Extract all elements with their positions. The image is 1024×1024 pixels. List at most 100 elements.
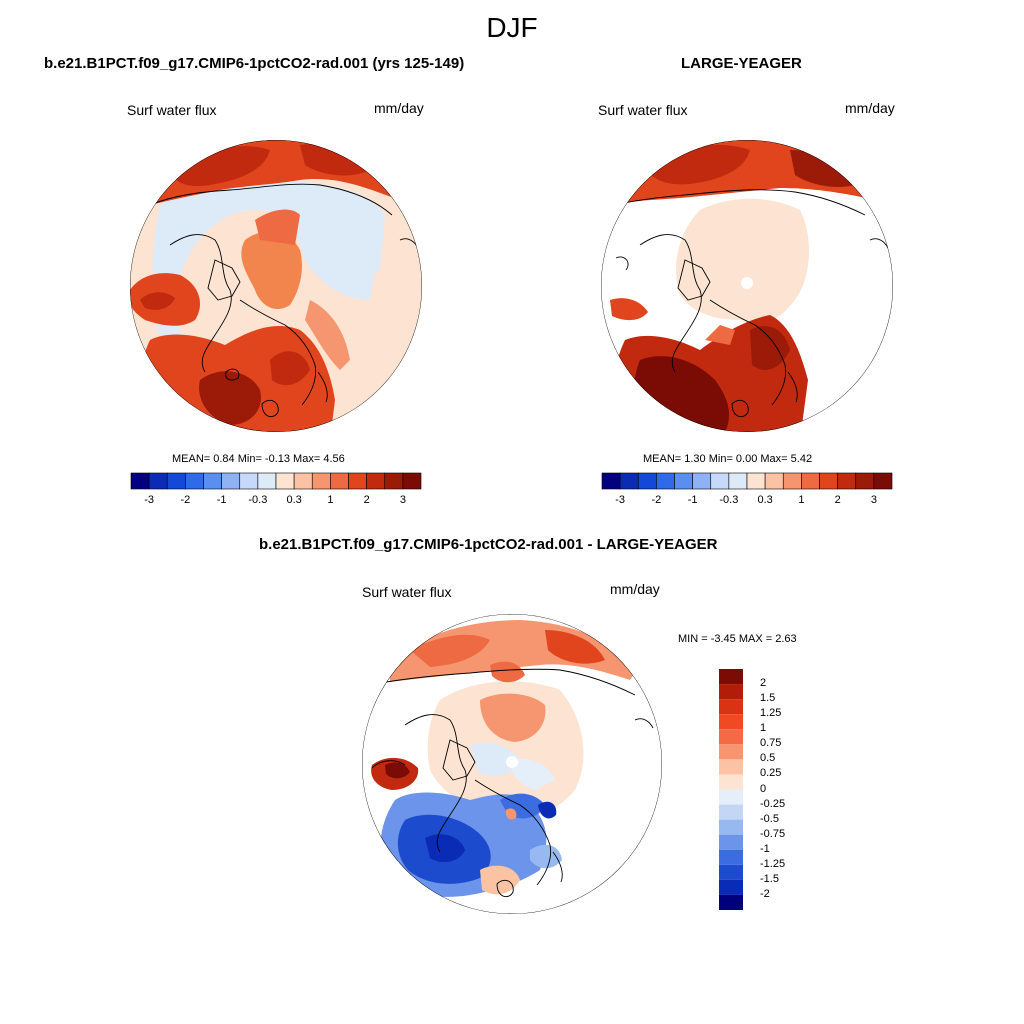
colorbar-box: [719, 879, 743, 895]
colorbar-box: [330, 472, 349, 490]
colorbar-box: [719, 894, 743, 910]
map2: [601, 140, 893, 432]
colorbar-box: [384, 472, 404, 490]
panel1-units: mm/day: [374, 100, 424, 116]
panel2-subtitle: Surf water flux: [598, 102, 688, 118]
colorbar-box: [601, 472, 621, 490]
colorbar-tick-label: -0.75: [760, 827, 786, 840]
colorbar-tick-label: -2: [651, 494, 662, 506]
colorbar-tick-label: 0.5: [760, 752, 776, 765]
colorbar-tick-label: 0.3: [757, 494, 773, 506]
colorbar-box: [728, 472, 748, 490]
colorbar-box: [719, 774, 743, 790]
colorbar-box: [719, 864, 743, 880]
colorbar-box: [719, 834, 743, 850]
colorbar-box: [148, 472, 168, 490]
map3: [362, 614, 662, 914]
colorbar-tick-label: -1: [216, 494, 227, 506]
colorbar-tick-label: 0: [760, 782, 767, 795]
colorbar-tick-label: -1: [687, 494, 698, 506]
colorbar-box: [719, 759, 743, 775]
panel2-units: mm/day: [845, 100, 895, 116]
panel1-subtitle: Surf water flux: [127, 102, 217, 118]
colorbar3: [719, 669, 743, 910]
colorbar-tick-label: -0.25: [760, 797, 786, 810]
colorbar-tick-label: -3: [615, 494, 626, 506]
colorbar-tick-label: 1.5: [760, 692, 776, 705]
colorbar-tick-label: -1.5: [760, 872, 779, 885]
panel3-stats: MIN = -3.45 MAX = 2.63: [678, 633, 797, 645]
colorbar-tick-label: -0.3: [719, 494, 739, 506]
colorbar-box: [130, 472, 150, 490]
colorbar-box: [719, 789, 743, 805]
colorbar-box: [764, 472, 784, 490]
colorbar-tick-label: 2: [834, 494, 841, 506]
colorbar-box: [402, 472, 422, 490]
panel2-title: LARGE-YEAGER: [681, 55, 802, 72]
colorbar-tick-label: 1: [798, 494, 805, 506]
colorbar-box: [873, 472, 893, 490]
colorbar-tick-label: 3: [399, 494, 406, 506]
colorbar-box: [782, 472, 802, 490]
colorbar-box: [674, 472, 693, 490]
colorbar-tick-label: -2: [180, 494, 191, 506]
colorbar-box: [656, 472, 675, 490]
colorbar-box: [239, 472, 259, 490]
colorbar-box: [221, 472, 241, 490]
colorbar-box: [719, 819, 743, 835]
colorbar-tick-label: -3: [144, 494, 155, 506]
panel3-title: b.e21.B1PCT.f09_g17.CMIP6-1pctCO2-rad.00…: [259, 536, 718, 553]
colorbar-tick-label: 2: [760, 677, 767, 690]
colorbar-tick-label: 0.3: [286, 494, 302, 506]
colorbar-tick-label: 0.25: [760, 767, 782, 780]
colorbar-tick-label: 0.75: [760, 737, 782, 750]
colorbar-box: [746, 472, 766, 490]
panel3-units: mm/day: [610, 581, 660, 597]
panel1-title: b.e21.B1PCT.f09_g17.CMIP6-1pctCO2-rad.00…: [44, 55, 465, 72]
colorbar-box: [619, 472, 639, 490]
colorbar-box: [719, 684, 743, 700]
panel1-stats: MEAN= 0.84 Min= -0.13 Max= 4.56: [172, 453, 345, 465]
colorbar-box: [692, 472, 712, 490]
colorbar-box: [275, 472, 295, 490]
colorbar-tick-label: -1.25: [760, 857, 786, 870]
colorbar1: [130, 472, 422, 490]
colorbar-box: [719, 744, 743, 760]
colorbar-tick-label: -0.3: [248, 494, 268, 506]
panel3-subtitle: Surf water flux: [362, 584, 452, 600]
colorbar-tick-label: 1.25: [760, 707, 782, 720]
colorbar-box: [203, 472, 222, 490]
colorbar-box: [166, 472, 186, 490]
colorbar-box: [837, 472, 857, 490]
map1: [130, 140, 422, 432]
season-title: DJF: [486, 12, 538, 43]
colorbar-tick-label: -2: [760, 887, 770, 900]
colorbar-tick-label: 3: [870, 494, 877, 506]
colorbar-box: [719, 729, 743, 745]
colorbar2: [601, 472, 893, 490]
colorbar-box: [348, 472, 367, 490]
colorbar-box: [719, 669, 743, 685]
colorbar-tick-label: -1: [760, 842, 770, 855]
colorbar-tick-label: 1: [327, 494, 334, 506]
colorbar-box: [819, 472, 838, 490]
colorbar-box: [719, 714, 743, 730]
colorbar-tick-label: 1: [760, 722, 767, 735]
colorbar-box: [719, 849, 743, 865]
colorbar-box: [719, 699, 743, 715]
colorbar-box: [637, 472, 657, 490]
colorbar-box: [366, 472, 386, 490]
panel2-stats: MEAN= 1.30 Min= 0.00 Max= 5.42: [643, 453, 813, 465]
colorbar-box: [719, 804, 743, 820]
colorbar-box: [801, 472, 820, 490]
colorbar-box: [257, 472, 277, 490]
colorbar-box: [855, 472, 875, 490]
colorbar-tick-label: -0.5: [760, 812, 779, 825]
colorbar-box: [311, 472, 331, 490]
colorbar-box: [185, 472, 204, 490]
colorbar-box: [710, 472, 730, 490]
colorbar-tick-label: 2: [363, 494, 370, 506]
colorbar-box: [293, 472, 313, 490]
